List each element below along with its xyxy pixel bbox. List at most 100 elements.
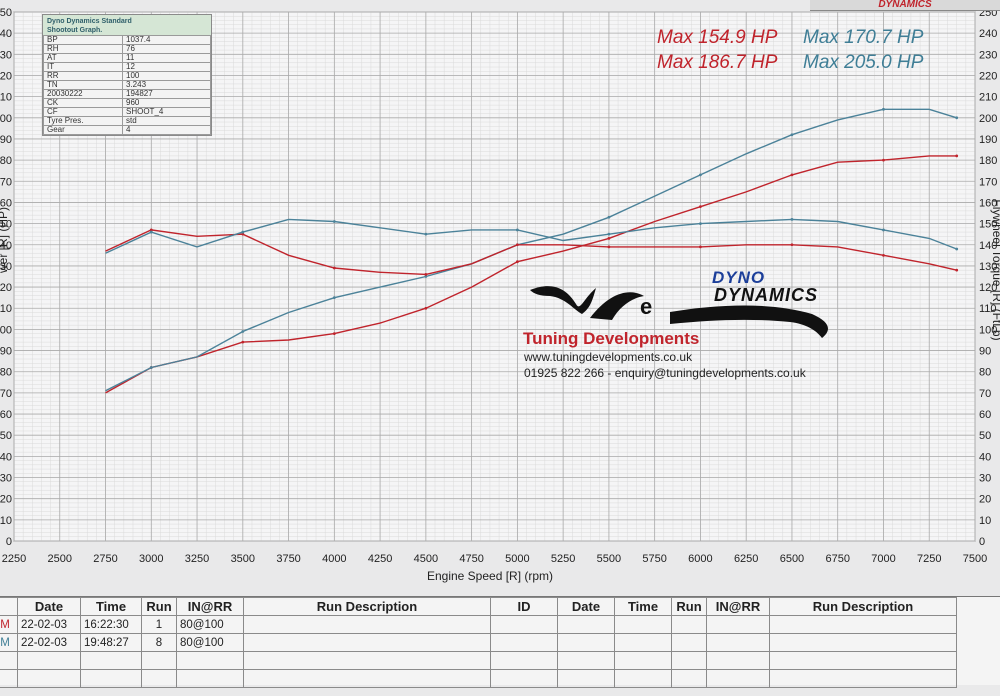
y-tick-label-right: 40 — [979, 451, 991, 463]
x-tick-label: 6000 — [688, 553, 712, 565]
x-tick-label: 3750 — [276, 553, 300, 565]
info-row: BP 1037.4 — [43, 35, 211, 45]
y-tick-label-right: 10 — [979, 515, 991, 527]
y-tick-label-left: 40 — [0, 451, 12, 463]
series-point — [790, 133, 794, 137]
series-line-4 — [105, 218, 957, 254]
run-cell-empty — [243, 615, 491, 634]
run-cell-empty — [706, 633, 770, 652]
x-tick-label: 6250 — [734, 553, 758, 565]
run-cell-empty — [176, 651, 244, 670]
run-cell-run: 8 — [141, 633, 177, 652]
run-cell-empty — [706, 615, 770, 634]
x-tick-label: 2250 — [2, 553, 26, 565]
x-tick-label: 5000 — [505, 553, 529, 565]
run-cell-empty — [671, 669, 707, 688]
y-tick-label-left: 240 — [0, 28, 12, 40]
max-label-red-1: Max 154.9 HP — [657, 27, 778, 48]
y-tick-label-right: 190 — [979, 134, 997, 146]
info-value: 11 — [122, 53, 211, 63]
series-point — [515, 260, 519, 264]
x-tick-label: 2500 — [48, 553, 72, 565]
company-contact: 01925 822 266 - enquiry@tuningdevelopmen… — [524, 366, 806, 380]
chart-ticks: 2250 2500 2750 3000 3250 3500 3750 4000 4250 4500… — [0, 7, 997, 565]
y-axis-left-title: wer [R] (HP) — [0, 207, 10, 274]
y-tick-label-left: 220 — [0, 70, 12, 82]
run-cell-empty — [671, 615, 707, 634]
info-key: RR — [43, 71, 123, 81]
x-tick-label: 3000 — [139, 553, 163, 565]
y-tick-label-right: 180 — [979, 155, 997, 167]
series-point — [699, 245, 702, 249]
info-key: AT — [43, 53, 123, 63]
tuning-developments-logo: e DYNO DYNAMICS Tuning Developments www.… — [520, 268, 840, 383]
y-tick-label-left: 150 — [0, 219, 12, 231]
series-point — [332, 296, 336, 300]
series-point — [424, 272, 428, 276]
y-tick-label-right: 110 — [979, 303, 997, 315]
run-cell-empty — [141, 669, 177, 688]
info-value: 1037.4 — [122, 35, 211, 45]
header-brand: DYNAMICS — [810, 0, 1000, 11]
run-cell-empty — [769, 669, 957, 688]
info-value: 4 — [122, 125, 211, 135]
series-point — [515, 228, 519, 232]
series-point — [882, 253, 885, 257]
series-point — [424, 306, 428, 310]
col-run-description-2: Run Description — [769, 597, 957, 616]
info-value: 3.243 — [122, 80, 211, 90]
runs-table-header: Date Time Run IN@RR Run Description ID D… — [0, 597, 957, 616]
info-row: IT 12 — [43, 62, 211, 72]
y-tick-label-right: 0 — [979, 536, 985, 548]
x-tick-label: 7250 — [917, 553, 941, 565]
dyno-brand-line1: DYNO — [712, 268, 766, 287]
series-point — [424, 232, 428, 236]
series-point — [607, 237, 611, 240]
info-key: CK — [43, 98, 123, 108]
series-point — [241, 230, 245, 234]
run-cell-empty — [80, 651, 142, 670]
y-tick-label-left: 60 — [0, 409, 12, 421]
col-time-2: Time — [614, 597, 672, 616]
y-tick-label-right: 120 — [979, 282, 997, 294]
info-row: 20030222 194827 — [43, 89, 211, 99]
run-cell-empty — [614, 651, 672, 670]
col-date-2: Date — [557, 597, 615, 616]
run-cell-run: 1 — [141, 615, 177, 634]
info-row: Gear 4 — [43, 125, 211, 135]
run-cell-empty — [706, 651, 770, 670]
col-id: ID — [490, 597, 558, 616]
info-key: 20030222 — [43, 89, 123, 99]
series-point — [699, 222, 702, 226]
col-marker — [0, 597, 18, 616]
dyno-chart: 2250 2500 2750 3000 3250 3500 3750 4000 4250 4500… — [0, 7, 1000, 583]
series-point — [241, 330, 245, 333]
series-point — [955, 154, 959, 158]
x-tick-label: 2750 — [93, 553, 117, 565]
col-run-2: Run — [671, 597, 707, 616]
run-cell-date: 22-02-03 — [17, 615, 81, 634]
y-tick-label-left: 50 — [0, 430, 12, 442]
info-value: 100 — [122, 71, 211, 81]
y-tick-label-right: 80 — [979, 367, 991, 379]
series-point — [241, 340, 245, 344]
info-row: RH 76 — [43, 44, 211, 54]
max-label-blue-2: Max 205.0 HP — [803, 52, 924, 73]
y-tick-label-left: 10 — [0, 515, 12, 527]
col-inrr: IN@RR — [176, 597, 244, 616]
y-tick-label-left: 20 — [0, 494, 12, 506]
x-tick-label: 4750 — [459, 553, 483, 565]
y-tick-label-right: 170 — [979, 176, 997, 188]
info-value: std — [122, 116, 211, 126]
run-cell-empty — [17, 669, 81, 688]
y-tick-label-right: 60 — [979, 409, 991, 421]
series-point — [515, 243, 519, 247]
run-cell-empty — [769, 651, 957, 670]
run-cell-empty — [557, 633, 615, 652]
y-tick-label-right: 150 — [979, 219, 997, 231]
svg-text:e: e — [640, 294, 652, 319]
series-point — [424, 275, 428, 278]
info-key: RH — [43, 44, 123, 54]
